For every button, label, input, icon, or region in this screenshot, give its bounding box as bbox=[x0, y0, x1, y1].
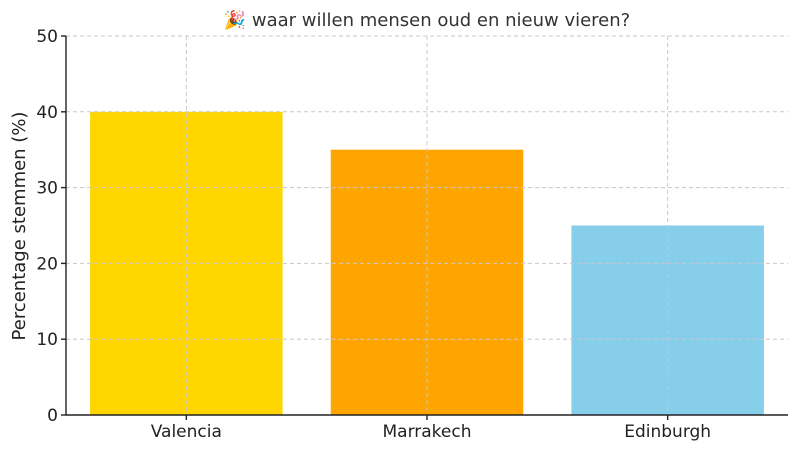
x-tick-label: Marrakech bbox=[382, 422, 471, 442]
y-axis-label: Percentage stemmen (%) bbox=[9, 112, 30, 341]
y-tick-label: 30 bbox=[36, 179, 58, 199]
x-tick-label: Edinburgh bbox=[624, 422, 711, 442]
y-tick-label: 10 bbox=[36, 330, 58, 350]
bar-edinburgh bbox=[571, 225, 764, 415]
y-tick-label: 20 bbox=[36, 254, 58, 274]
gridlines bbox=[66, 35, 788, 416]
chart-title: 🎉 waar willen mensen oud en nieuw vieren… bbox=[224, 9, 630, 31]
x-tick-label: Valencia bbox=[151, 422, 222, 442]
y-tick-label: 0 bbox=[47, 406, 58, 426]
y-tick-label: 40 bbox=[36, 103, 58, 123]
tick-labels: 0 10 20 30 40 50 Valencia Marrakech Edinburgh bbox=[36, 27, 711, 442]
y-tick-label: 50 bbox=[36, 27, 58, 47]
